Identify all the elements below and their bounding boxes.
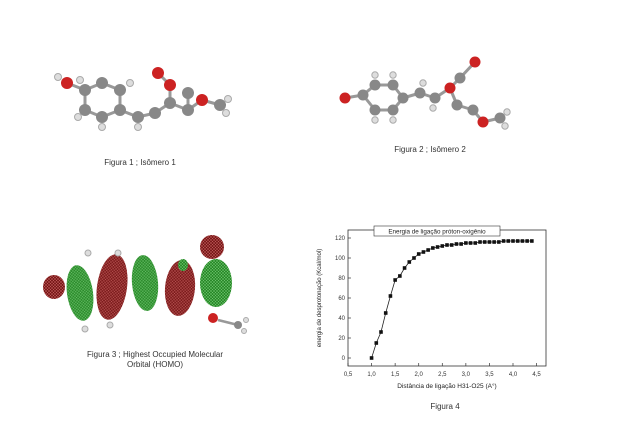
atom-group [54, 67, 232, 131]
x-axis-label: Distância de ligação H31-O25 (A°) [397, 382, 496, 390]
x-tick-label: 3,5 [485, 372, 494, 378]
data-point [435, 245, 440, 249]
data-point [530, 239, 534, 243]
figure3-caption-line1: Figura 3 ; Highest Occupied Molecular [86, 350, 224, 359]
data-point [478, 240, 482, 244]
x-tick-label: 0,5 [344, 372, 353, 378]
y-tick-label: 120 [335, 236, 346, 242]
figure4-caption: Figura 4 [430, 402, 460, 411]
figure1-caption: Figura 1 ; Isômero 1 [104, 158, 176, 167]
y-axis-label: energia de desprotonação (Kcal/mol) [317, 249, 323, 347]
figure3-caption-line2: Orbital (HOMO) [127, 360, 183, 369]
dissociation-energy-chart: 0,5 1,0 1,5 2,0 2,5 3,0 3,5 4,0 4,5 0 20 40 60 80 100 1… [317, 225, 547, 390]
data-point [501, 239, 506, 243]
data-point [445, 243, 449, 247]
data-point [468, 241, 473, 245]
data-point [454, 242, 459, 246]
data-point [506, 239, 511, 243]
data-point [515, 239, 520, 243]
plot-frame [347, 229, 547, 367]
data-point [379, 330, 383, 334]
isomer1-molecule-figure [54, 67, 232, 131]
isomer2-molecule-figure [339, 56, 511, 130]
data-point [398, 274, 402, 278]
data-point [464, 241, 468, 245]
data-point [369, 356, 374, 360]
data-point [497, 240, 501, 244]
x-tick-label: 4,0 [509, 372, 518, 378]
data-point [426, 248, 430, 252]
data-point [421, 250, 426, 254]
data-point [388, 294, 393, 298]
y-tick-label: 80 [338, 276, 345, 282]
x-tick-label: 2,0 [415, 372, 424, 378]
x-tick-label: 3,0 [462, 372, 471, 378]
series-line [371, 240, 532, 359]
y-tick-label: 20 [338, 336, 345, 342]
y-tick-label: 0 [342, 356, 346, 362]
y-tick-label: 40 [338, 316, 345, 322]
data-point [492, 240, 496, 244]
homo-orbital-figure [43, 235, 249, 334]
data-point [482, 240, 487, 244]
data-point [520, 239, 525, 243]
data-point [511, 239, 515, 243]
data-point [525, 239, 529, 243]
data-point [412, 256, 416, 260]
data-point [402, 266, 407, 270]
chart-title: Energia de ligação próton-oxigênio [388, 229, 486, 236]
x-tick-label: 1,5 [391, 372, 400, 378]
x-tick-label: 4,5 [532, 372, 541, 378]
x-tick-label: 2,5 [438, 372, 447, 378]
data-point [431, 246, 435, 250]
y-tick-label: 60 [338, 296, 345, 302]
figure2-caption: Figura 2 ; Isômero 2 [394, 145, 466, 154]
orbital-lobes [43, 235, 249, 334]
data-point [459, 242, 463, 246]
y-tick-label: 100 [335, 256, 346, 262]
data-point [407, 260, 412, 264]
data-point [383, 311, 388, 315]
data-point [416, 252, 421, 256]
data-point [473, 241, 478, 245]
data-point [393, 278, 397, 282]
data-point [449, 243, 454, 247]
data-point [374, 341, 379, 345]
chart-title-box [373, 225, 501, 237]
data-point [440, 244, 445, 248]
x-tick-label: 1,0 [367, 372, 376, 378]
atom-group [339, 56, 511, 130]
data-point [487, 240, 492, 244]
